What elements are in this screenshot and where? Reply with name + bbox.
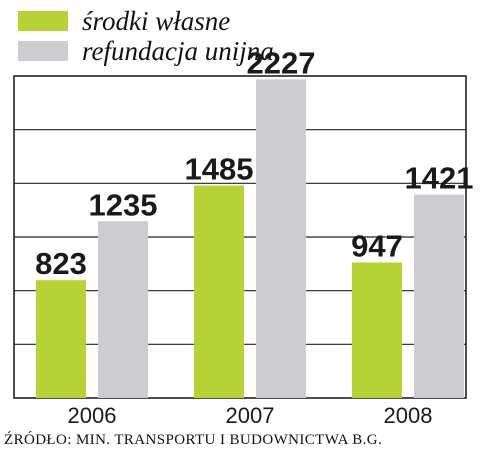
bar-eu-refund-2006 [98, 221, 148, 398]
data-label: 1235 [89, 187, 158, 222]
bar-own-funds-2007 [194, 185, 244, 398]
legend: środki własne refundacja unijna [18, 6, 274, 66]
data-label: 1485 [185, 151, 254, 186]
legend-swatch-eu-refund [18, 41, 68, 61]
data-label: 823 [35, 246, 87, 281]
source-note: ŹRÓDŁO: MIN. TRANSPORTU I BUDOWNICTWA B.… [4, 432, 383, 448]
x-tick-label: 2007 [226, 403, 275, 428]
x-tick-label: 2008 [384, 403, 433, 428]
bar-own-funds-2006 [36, 280, 86, 398]
legend-swatch-own-funds [18, 11, 68, 31]
legend-label-own-funds: środki własne [82, 5, 231, 36]
bar-eu-refund-2007 [256, 79, 306, 398]
data-label: 1421 [405, 161, 474, 196]
data-label: 2227 [247, 45, 316, 80]
legend-item-own-funds: środki własne [18, 6, 274, 36]
legend-item-eu-refund: refundacja unijna [18, 36, 274, 66]
bar-own-funds-2008 [352, 262, 402, 398]
bar-eu-refund-2008 [414, 194, 464, 398]
x-tick-label: 2006 [68, 403, 117, 428]
legend-label-eu-refund: refundacja unijna [82, 35, 274, 66]
data-label: 947 [351, 228, 403, 263]
